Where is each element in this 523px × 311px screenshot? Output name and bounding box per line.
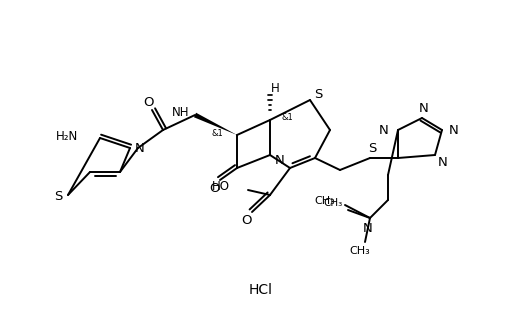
Text: N: N bbox=[363, 221, 373, 234]
Text: S: S bbox=[314, 89, 322, 101]
Text: O: O bbox=[144, 95, 154, 109]
Text: N: N bbox=[438, 156, 448, 169]
Text: CH₃: CH₃ bbox=[324, 198, 343, 208]
Text: N: N bbox=[449, 123, 459, 137]
Text: CH₃: CH₃ bbox=[349, 246, 370, 256]
Text: H: H bbox=[270, 82, 279, 95]
Text: O: O bbox=[242, 213, 252, 226]
Text: H₂N: H₂N bbox=[56, 129, 78, 142]
Text: S: S bbox=[54, 191, 62, 203]
Text: N: N bbox=[419, 101, 429, 114]
Text: &1: &1 bbox=[211, 128, 223, 137]
Text: O: O bbox=[210, 182, 220, 194]
Text: S: S bbox=[368, 142, 376, 156]
Text: HO: HO bbox=[212, 180, 230, 193]
Polygon shape bbox=[194, 113, 237, 135]
Text: N: N bbox=[135, 142, 145, 155]
Text: HCl: HCl bbox=[249, 283, 273, 297]
Text: N: N bbox=[378, 123, 388, 137]
Text: CH₃: CH₃ bbox=[314, 196, 335, 206]
Text: N: N bbox=[275, 154, 285, 166]
Text: NH: NH bbox=[172, 105, 190, 118]
Text: &1: &1 bbox=[282, 114, 294, 123]
